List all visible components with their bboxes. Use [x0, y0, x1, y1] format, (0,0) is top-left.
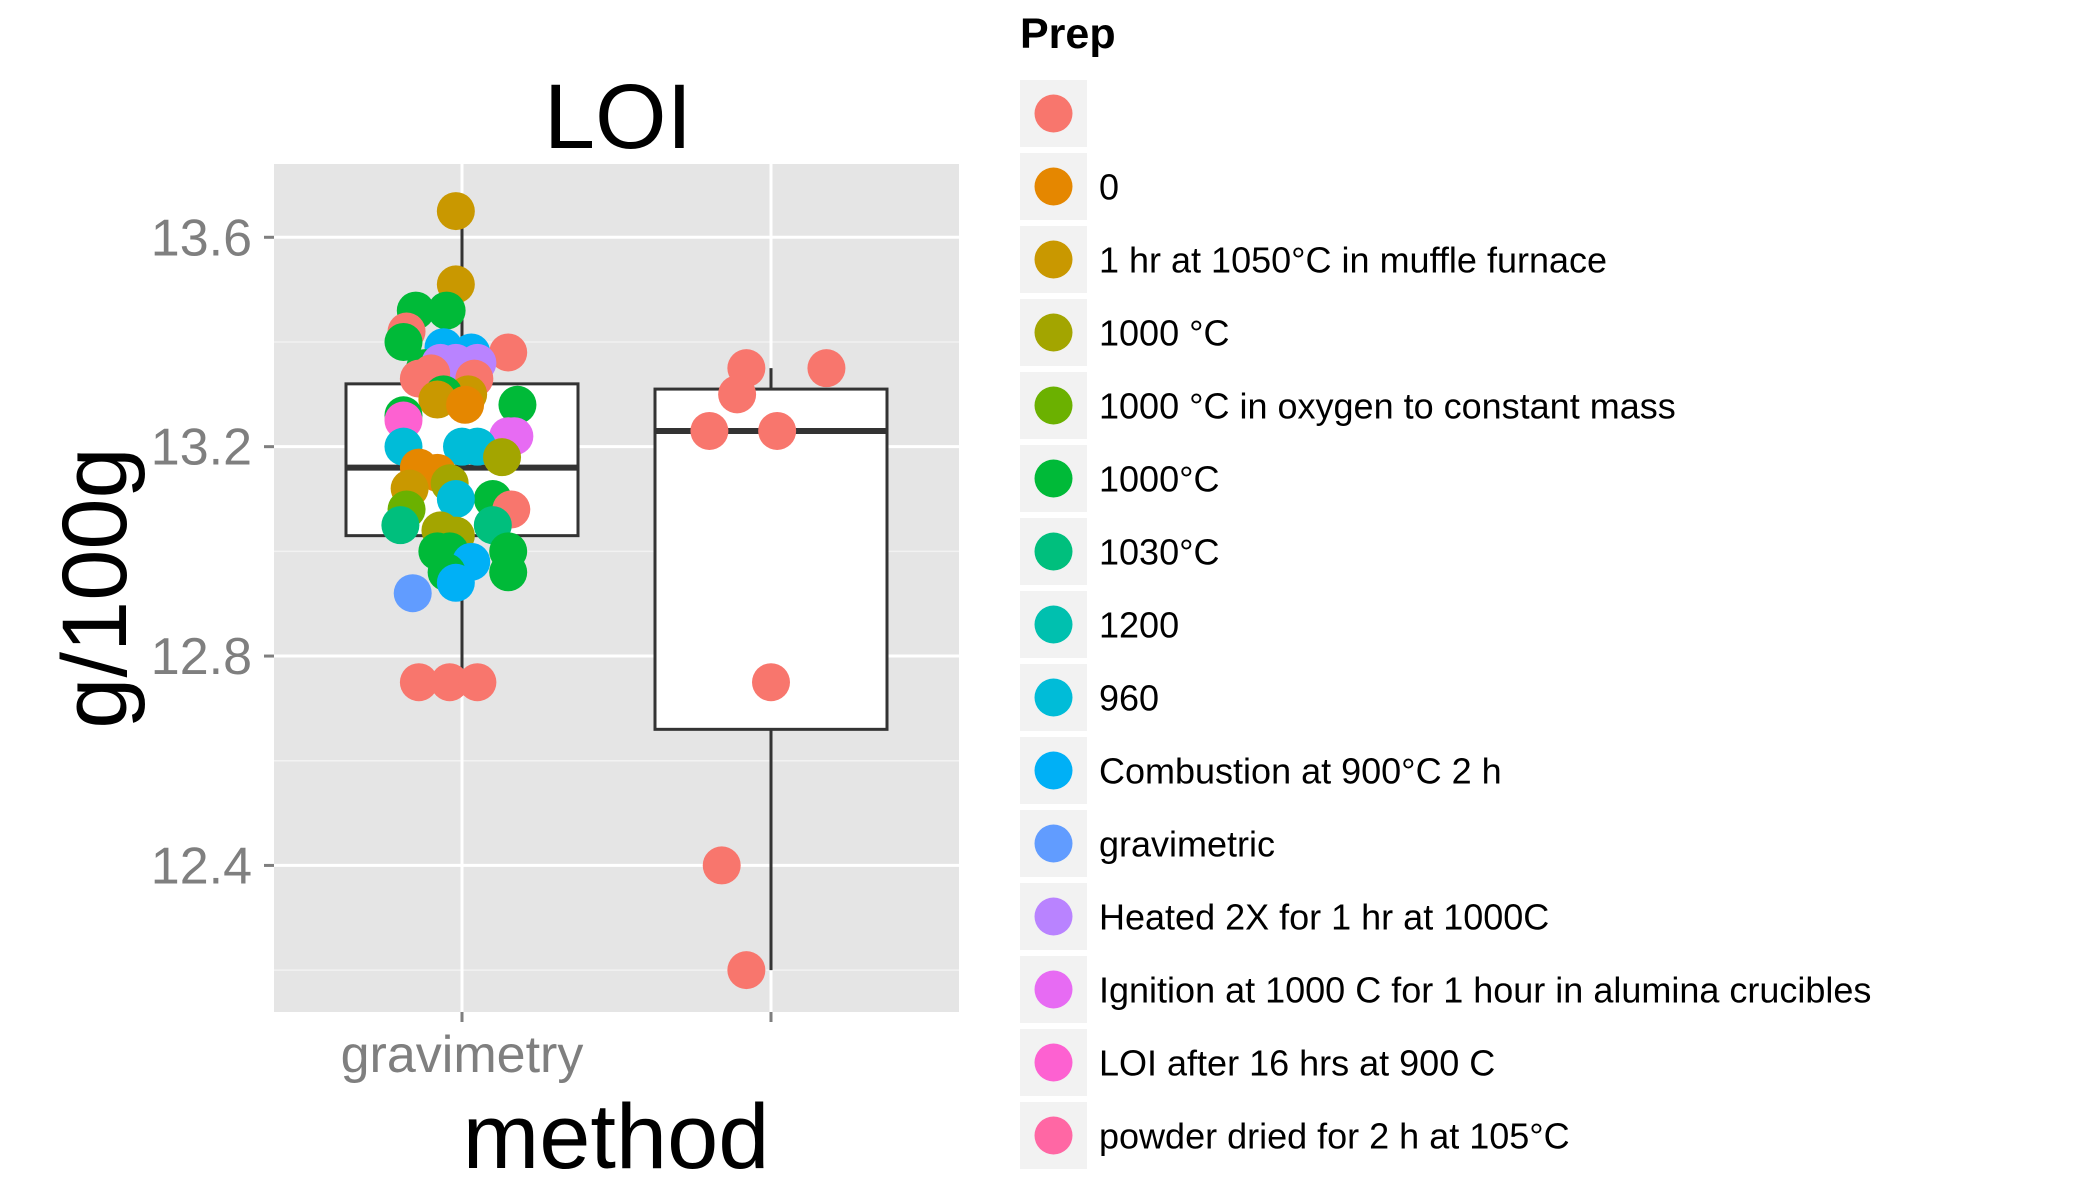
- legend-key-point: [1034, 1116, 1073, 1155]
- y-tick-label: 13.6: [151, 209, 252, 267]
- data-point: [393, 574, 432, 613]
- legend-key-point: [1034, 824, 1073, 863]
- legend-label: 1000 °C: [1099, 313, 1229, 354]
- data-point: [727, 951, 766, 990]
- legend-label: 1000°C: [1099, 459, 1219, 500]
- legend-key-point: [1034, 94, 1073, 133]
- data-point: [752, 663, 790, 702]
- legend-key-point: [1034, 678, 1073, 717]
- axis-layer: 12.4 12.8 13.2 13.6 gravimetry: [151, 209, 773, 1084]
- y-tick-label: 12.4: [151, 837, 252, 895]
- legend-key-point: [1034, 751, 1073, 790]
- legend-key-point: [1034, 459, 1073, 498]
- x-tick-label: gravimetry: [341, 1026, 584, 1084]
- data-point: [702, 846, 741, 885]
- legend-key-point: [1034, 313, 1073, 352]
- data-point: [446, 385, 485, 424]
- y-tick-label: 13.2: [151, 419, 252, 477]
- data-point: [483, 438, 522, 477]
- data-point: [436, 480, 475, 519]
- data-point: [690, 411, 729, 450]
- legend-label: 1000 °C in oxygen to constant mass: [1099, 386, 1676, 427]
- legend-key-point: [1034, 605, 1073, 644]
- data-point: [384, 401, 423, 440]
- data-point: [489, 553, 528, 592]
- y-tick-label: 12.8: [151, 628, 252, 686]
- chart-title: LOI: [544, 66, 692, 168]
- legend-label: 960: [1099, 678, 1159, 719]
- legend-label: Ignition at 1000 C for 1 hour in alumina…: [1099, 970, 1871, 1011]
- data-point: [489, 333, 528, 372]
- x-axis-title: method: [463, 1086, 770, 1188]
- data-point: [436, 192, 475, 231]
- data-point: [458, 663, 497, 702]
- legend-key-point: [1034, 1043, 1073, 1082]
- data-point: [384, 322, 423, 361]
- legend-label: 1030°C: [1099, 532, 1219, 573]
- legend-key-point: [1034, 970, 1073, 1009]
- data-point: [498, 385, 537, 424]
- data-point: [436, 563, 475, 602]
- legend-label: powder dried for 2 h at 105°C: [1099, 1116, 1570, 1157]
- legend-label: 1200: [1099, 605, 1179, 646]
- data-point: [758, 411, 797, 450]
- legend-key-point: [1034, 532, 1073, 571]
- legend-label: 1 hr at 1050°C in muffle furnace: [1099, 240, 1607, 281]
- legend-key-point: [1034, 897, 1073, 936]
- data-point: [427, 291, 466, 330]
- legend-label: gravimetric: [1099, 824, 1275, 865]
- data-point: [718, 375, 757, 414]
- data-point: [399, 663, 438, 702]
- data-point: [381, 506, 420, 545]
- legend-label: Combustion at 900°C 2 h: [1099, 751, 1502, 792]
- legend-label: LOI after 16 hrs at 900 C: [1099, 1043, 1495, 1084]
- legend-label: 0: [1099, 167, 1119, 208]
- legend: Prep 0 1 hr at 1050°C in muffle furnace 10…: [1020, 10, 1871, 1169]
- legend-key-point: [1034, 386, 1073, 425]
- legend-key-point: [1034, 240, 1073, 279]
- data-point: [807, 349, 846, 388]
- y-axis-title: g/100g: [44, 447, 146, 728]
- legend-label: Heated 2X for 1 hr at 1000C: [1099, 897, 1549, 938]
- legend-title: Prep: [1020, 10, 1116, 58]
- point-layer: [381, 192, 846, 990]
- legend-key-point: [1034, 167, 1073, 206]
- data-point: [430, 663, 469, 702]
